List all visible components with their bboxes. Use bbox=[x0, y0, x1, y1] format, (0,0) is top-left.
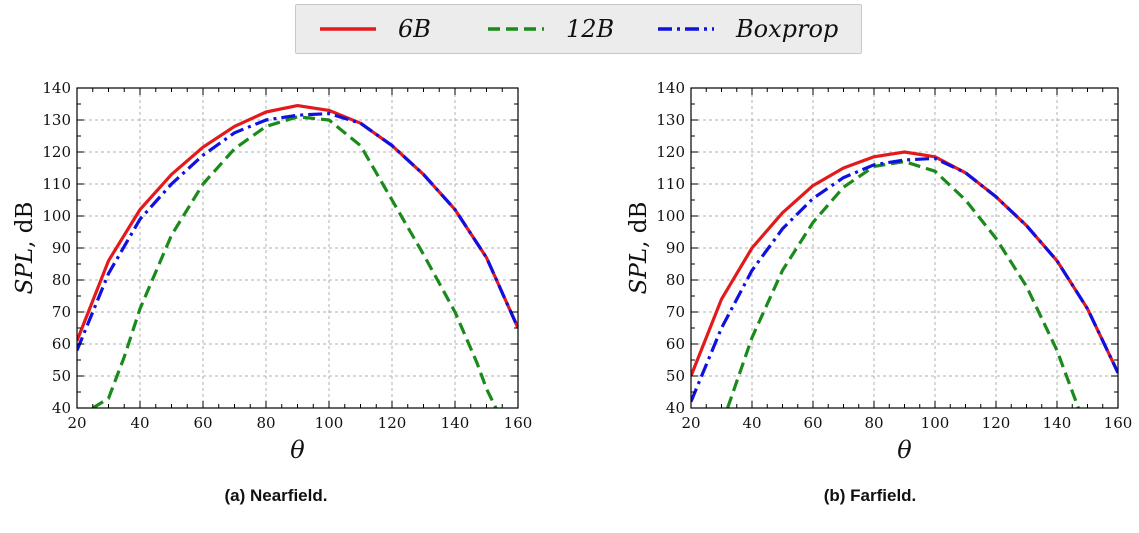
legend-label-12b: 12B bbox=[566, 15, 615, 43]
y-tick-label: 130 bbox=[656, 111, 685, 129]
legend-swatch-boxprop bbox=[658, 27, 714, 31]
y-tick-label: 140 bbox=[42, 79, 71, 97]
x-tick-label: 160 bbox=[1104, 414, 1133, 432]
x-tick-label: 160 bbox=[504, 414, 533, 432]
y-tick-label: 100 bbox=[42, 207, 71, 225]
y-tick-label: 80 bbox=[52, 271, 71, 289]
y-tick-label: 40 bbox=[666, 399, 685, 417]
x-tick-label: 80 bbox=[864, 414, 883, 432]
farfield-caption: (b) Farfield. bbox=[823, 486, 917, 505]
y-tick-label: 140 bbox=[656, 79, 685, 97]
y-tick-label: 70 bbox=[52, 303, 71, 321]
y-tick-label: 110 bbox=[656, 175, 685, 193]
series-line-6b bbox=[77, 103, 518, 342]
x-tick-label: 20 bbox=[681, 414, 700, 432]
y-tick-label: 60 bbox=[666, 335, 685, 353]
legend-item-6b: 6B bbox=[318, 5, 431, 53]
legend-item-12b: 12B bbox=[486, 5, 614, 53]
y-tick-label: 90 bbox=[666, 239, 685, 257]
y-tick-label: 70 bbox=[666, 303, 685, 321]
nearfield-caption: (a) Nearfield. bbox=[224, 486, 328, 505]
x-tick-label: 140 bbox=[441, 414, 470, 432]
x-tick-label: 100 bbox=[921, 414, 950, 432]
y-tick-label: 60 bbox=[52, 335, 71, 353]
y-tick-label: 120 bbox=[42, 143, 71, 161]
y-tick-label: 110 bbox=[42, 175, 71, 193]
y-tick-label: 50 bbox=[666, 367, 685, 385]
y-tick-label: 130 bbox=[42, 111, 71, 129]
nearfield-chart: 20 40 60 80 100 120 140 16040506070809010011012… bbox=[12, 79, 533, 464]
legend-label-6b: 6B bbox=[398, 15, 431, 43]
series-line-12b bbox=[91, 115, 498, 408]
x-tick-label: 100 bbox=[315, 414, 344, 432]
x-tick-label: 40 bbox=[130, 414, 149, 432]
y-tick-label: 100 bbox=[656, 207, 685, 225]
x-tick-label: 40 bbox=[742, 414, 761, 432]
series-line-12b bbox=[726, 159, 1080, 408]
x-tick-label: 120 bbox=[378, 414, 407, 432]
legend-label-boxprop: Boxprop bbox=[736, 15, 839, 43]
x-axis-label: θ bbox=[897, 436, 912, 464]
x-tick-label: 60 bbox=[193, 414, 212, 432]
y-tick-label: 50 bbox=[52, 367, 71, 385]
farfield-chart: 20 40 60 80 100 120 140 16040506070809010011012… bbox=[626, 79, 1133, 464]
chart-legend: 6B 12B Boxprop bbox=[295, 4, 862, 54]
x-tick-label: 140 bbox=[1043, 414, 1072, 432]
legend-item-boxprop: Boxprop bbox=[656, 5, 838, 53]
y-tick-label: 120 bbox=[656, 143, 685, 161]
x-tick-label: 20 bbox=[67, 414, 86, 432]
y-tick-label: 90 bbox=[52, 239, 71, 257]
x-tick-label: 80 bbox=[256, 414, 275, 432]
legend-swatch-12b bbox=[488, 27, 544, 31]
y-axis-label: SPL, dB bbox=[12, 202, 38, 295]
series-line-boxprop bbox=[691, 156, 1118, 403]
x-tick-label: 120 bbox=[982, 414, 1011, 432]
y-tick-label: 40 bbox=[52, 399, 71, 417]
y-axis-label: SPL, dB bbox=[626, 202, 652, 295]
legend-swatch-6b bbox=[320, 27, 376, 31]
x-tick-label: 60 bbox=[803, 414, 822, 432]
x-axis-label: θ bbox=[290, 436, 305, 464]
series-line-boxprop bbox=[77, 111, 518, 352]
y-tick-label: 80 bbox=[666, 271, 685, 289]
